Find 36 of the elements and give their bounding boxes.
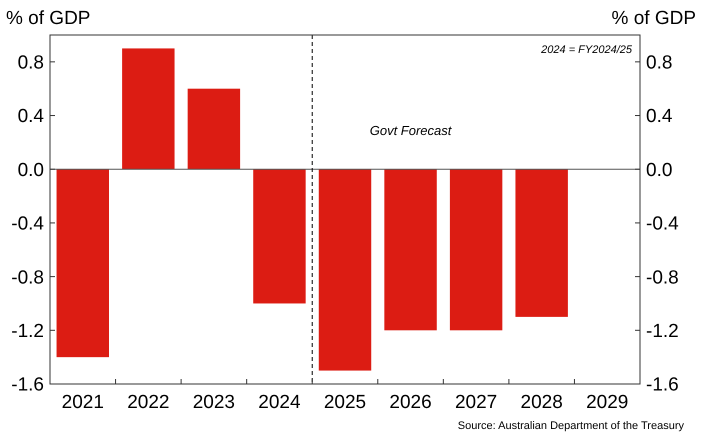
bar (515, 169, 568, 317)
x-tick-label: 2021 (62, 392, 104, 413)
y2-tick-label: 0.8 (646, 52, 672, 74)
bar (188, 88, 240, 170)
annotation: 2024 = FY2024/25 (540, 44, 633, 56)
y2-tick-label: -0.8 (646, 267, 679, 288)
x-tick-label: 2023 (192, 392, 236, 413)
y-tick-label: -0.4 (11, 214, 44, 235)
bar (450, 169, 502, 330)
y-axis-title: % of GDP (6, 8, 90, 29)
x-tick-label: 2027 (454, 392, 498, 413)
y-tick-label: 0.4 (18, 106, 44, 128)
y2-tick-label: -1.6 (646, 374, 679, 396)
bar (122, 48, 175, 170)
y2-tick-label: 0.0 (646, 160, 672, 181)
y2-tick-label: -0.4 (646, 214, 680, 235)
source-note: Source: Australian Department of the Treasury (458, 420, 684, 432)
y-tick-label: -0.8 (11, 267, 44, 288)
x-tick-label: 2029 (586, 392, 628, 413)
x-tick-label: 2028 (520, 392, 563, 413)
x-tick-label: 2026 (389, 392, 432, 413)
y2-tick-label: -1.2 (646, 320, 679, 342)
annotation: Govt Forecast (370, 123, 453, 138)
bar (384, 169, 437, 330)
y-tick-label: 0.0 (18, 160, 44, 181)
bar (56, 169, 109, 358)
bar (253, 169, 306, 304)
x-tick-label: 2024 (258, 392, 302, 413)
x-tick-label: 2022 (127, 392, 170, 413)
y-tick-label: 0.8 (18, 52, 44, 74)
x-tick-label: 2025 (324, 392, 366, 413)
bar (318, 169, 372, 371)
y2-tick-label: 0.4 (646, 106, 673, 128)
y-tick-label: -1.2 (11, 320, 44, 342)
y2-axis-title: % of GDP (612, 8, 696, 29)
y-tick-label: -1.6 (11, 374, 44, 396)
